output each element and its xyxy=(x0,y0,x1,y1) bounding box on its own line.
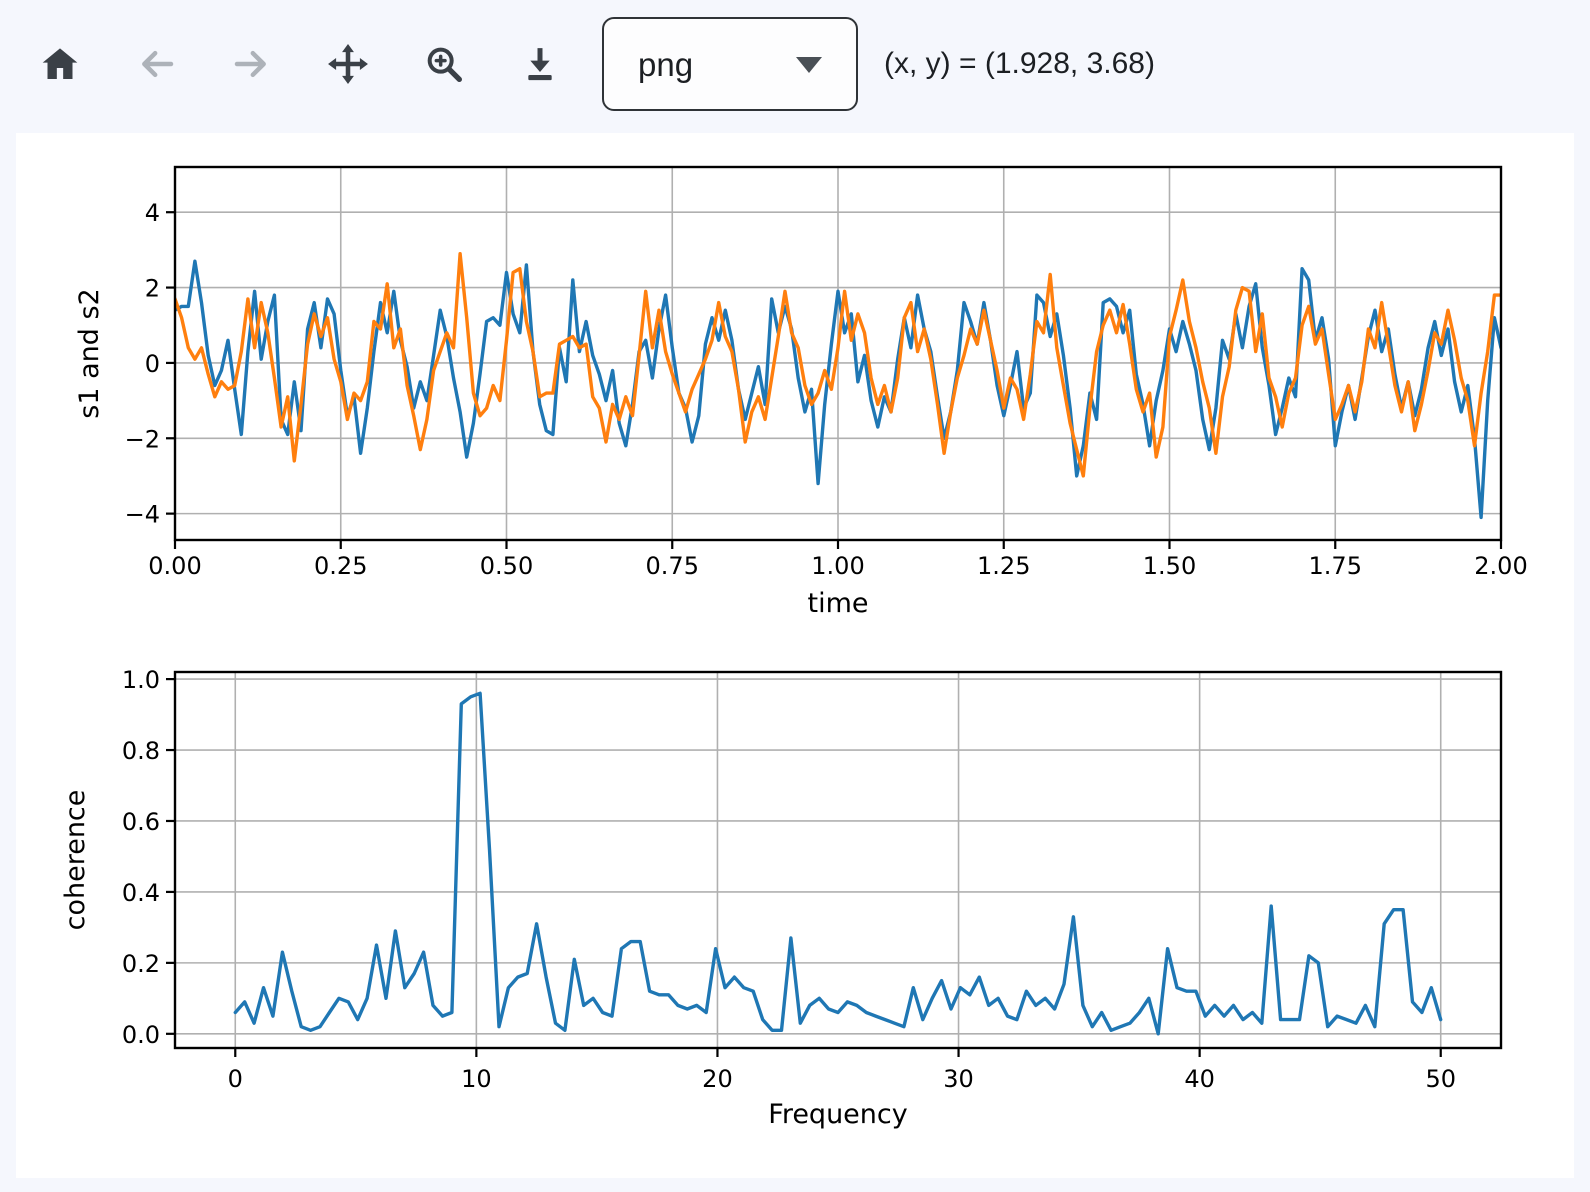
y-tick-label: 0.2 xyxy=(122,950,160,978)
series-group xyxy=(233,691,1443,1036)
forward-arrow-icon xyxy=(234,50,266,78)
x-tick-label: 0.75 xyxy=(646,552,699,580)
y-tick-label: −4 xyxy=(125,501,160,529)
back-button xyxy=(108,16,204,112)
x-tick-label: 20 xyxy=(702,1065,733,1093)
y-tick-label: 0.0 xyxy=(122,1021,160,1049)
tick-marks xyxy=(166,677,1442,1057)
x-tick-label: 1.00 xyxy=(811,552,864,580)
x-tick-label: 50 xyxy=(1425,1065,1456,1093)
matplotlib-toolbar: png (x, y) = (1.928, 3.68) xyxy=(0,0,1590,128)
x-tick-label: 0.00 xyxy=(148,552,201,580)
x-tick-label: 0 xyxy=(228,1065,243,1093)
y-tick-label: 2 xyxy=(145,275,160,303)
pan-arrows-icon xyxy=(328,44,368,84)
y-tick-label: 1.0 xyxy=(122,666,160,694)
x-tick-label: 1.50 xyxy=(1143,552,1196,580)
x-axis-label: time xyxy=(807,588,868,619)
axes-1: 0 10 20 30 40 50 0.0 0.2 0.4 0.6 0.8 1.0 Frequency co… xyxy=(60,666,1503,1130)
y-tick-label: 0 xyxy=(145,350,160,378)
y-tick-label: 4 xyxy=(145,199,160,227)
s2-series-line xyxy=(175,252,1501,478)
format-select[interactable]: png xyxy=(602,17,858,111)
x-tick-label: 10 xyxy=(461,1065,492,1093)
y-tick-label: 0.6 xyxy=(122,808,160,836)
zoom-in-magnifier-icon xyxy=(427,47,462,83)
download-button[interactable] xyxy=(492,16,588,112)
axes-0: 0.00 0.25 0.50 0.75 1.00 1.25 1.50 1.75 2.00 −4 −2… xyxy=(74,165,1528,619)
figure-container: 0.00 0.25 0.50 0.75 1.00 1.25 1.50 1.75 2.00 −4 −2… xyxy=(16,133,1574,1178)
x-tick-label: 2.00 xyxy=(1474,552,1527,580)
x-tick-label: 0.25 xyxy=(314,552,367,580)
cursor-position-readout: (x, y) = (1.928, 3.68) xyxy=(884,47,1155,80)
y-axis-label: coherence xyxy=(60,790,91,931)
x-tick-label: 30 xyxy=(943,1065,974,1093)
format-select-wrap: png xyxy=(602,17,858,111)
x-tick-label: 1.25 xyxy=(977,552,1030,580)
x-axis-label: Frequency xyxy=(768,1099,908,1130)
tick-labels: 0.00 0.25 0.50 0.75 1.00 1.25 1.50 1.75 2.00 −4 −2… xyxy=(125,199,1528,580)
coherence-series-line xyxy=(233,691,1443,1036)
figure-canvas[interactable]: 0.00 0.25 0.50 0.75 1.00 1.25 1.50 1.75 2.00−4−2… xyxy=(16,133,1574,1178)
y-tick-label: 0.8 xyxy=(122,737,160,765)
forward-button xyxy=(204,16,300,112)
tick-marks xyxy=(166,211,1503,549)
home-icon xyxy=(42,48,78,79)
y-tick-label: 0.4 xyxy=(122,879,160,907)
x-tick-label: 40 xyxy=(1184,1065,1215,1093)
x-tick-label: 0.50 xyxy=(480,552,533,580)
series-group xyxy=(175,252,1501,520)
back-arrow-icon xyxy=(142,50,174,78)
y-axis-label: s1 and s2 xyxy=(74,288,105,418)
x-tick-label: 1.75 xyxy=(1309,552,1362,580)
download-icon xyxy=(528,48,552,81)
grid-lines xyxy=(175,672,1501,1048)
y-tick-label: −2 xyxy=(125,425,160,453)
home-button[interactable] xyxy=(12,16,108,112)
pan-button[interactable] xyxy=(300,16,396,112)
tick-labels: 0 10 20 30 40 50 0.0 0.2 0.4 0.6 0.8 1.0 xyxy=(122,666,1456,1093)
axes-frame xyxy=(173,670,1503,1050)
zoom-button[interactable] xyxy=(396,16,492,112)
